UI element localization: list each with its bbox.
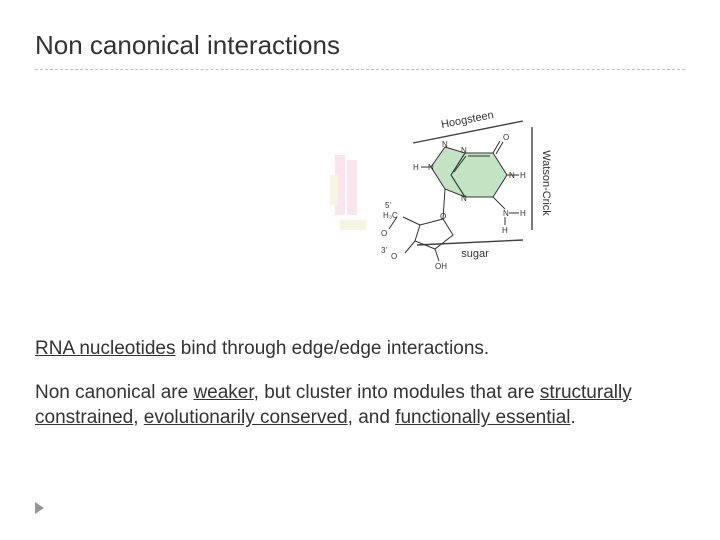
svg-text:5': 5' <box>385 201 391 210</box>
paragraph-1: RNA nucleotides bind through edge/edge i… <box>35 336 685 362</box>
title-divider <box>35 69 685 70</box>
svg-text:H: H <box>502 226 508 235</box>
edge-label-watson-crick: Watson-Crick <box>540 150 552 216</box>
paragraph-2: Non canonical are weaker, but cluster in… <box>35 380 685 431</box>
para1-rest: bind through edge/edge interactions. <box>175 338 489 359</box>
para1-subject: RNA nucleotides <box>35 338 175 359</box>
svg-text:O: O <box>503 133 509 142</box>
page-title: Non canonical interactions <box>35 30 685 61</box>
nucleotide-diagram: Hoogsteen Watson-Crick sugar O N H N H <box>325 105 585 295</box>
svg-text:3': 3' <box>381 246 387 255</box>
svg-text:H: H <box>520 171 526 180</box>
edge-label-sugar: sugar <box>461 248 489 260</box>
svg-text:O: O <box>381 229 387 238</box>
svg-text:N: N <box>503 209 509 218</box>
svg-text:N: N <box>442 140 448 149</box>
svg-text:N: N <box>461 146 467 155</box>
molecule-figure: Hoogsteen Watson-Crick sugar O N H N H <box>35 90 685 310</box>
svg-text:OH: OH <box>435 262 447 271</box>
svg-text:N: N <box>461 194 467 203</box>
slide-indicator-icon <box>35 502 44 514</box>
svg-text:H: H <box>520 209 526 218</box>
svg-text:O: O <box>391 252 397 261</box>
svg-text:H: H <box>413 163 419 172</box>
